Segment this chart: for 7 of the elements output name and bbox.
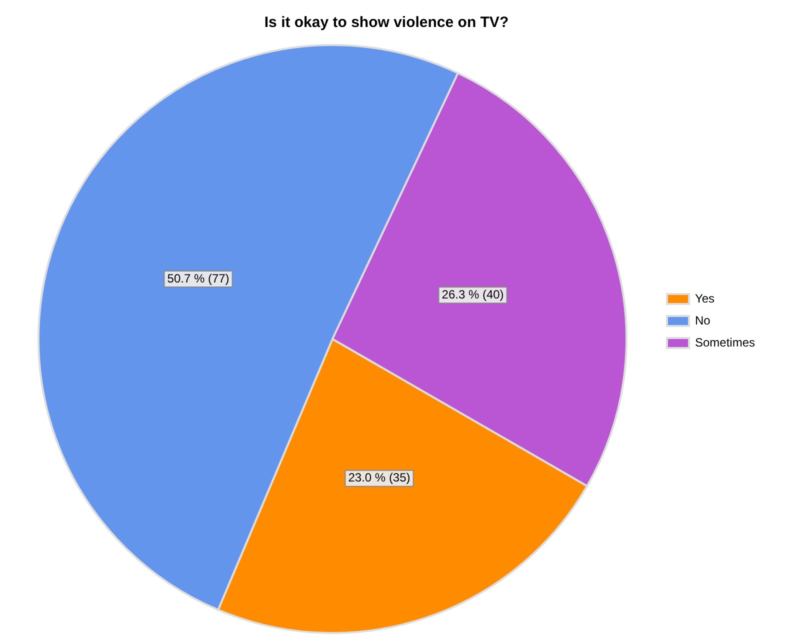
- legend-label: Sometimes: [694, 335, 756, 350]
- legend-label: Yes: [694, 291, 715, 306]
- data-label: 23.0 % (35): [348, 470, 410, 485]
- legend-label: No: [694, 313, 711, 328]
- chart-title: Is it okay to show violence on TV?: [264, 14, 509, 32]
- data-label: 50.7 % (77): [167, 271, 230, 286]
- data-label: 26.3 % (40): [442, 287, 504, 302]
